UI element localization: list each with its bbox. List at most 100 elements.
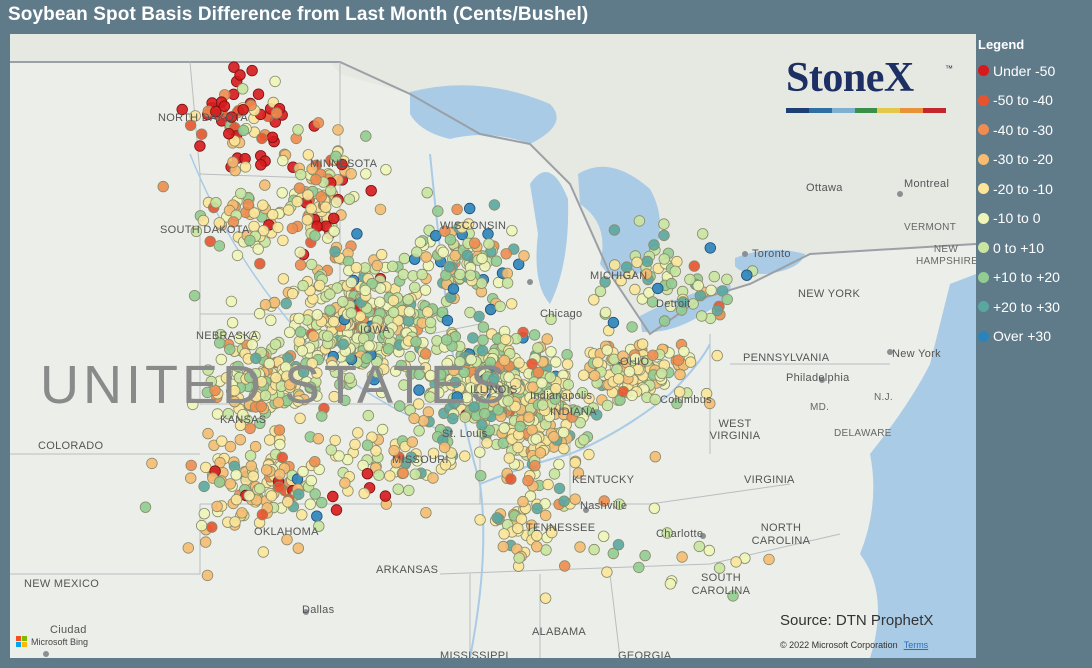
basis-point[interactable] [468,401,480,413]
basis-point[interactable] [599,306,612,319]
basis-point[interactable] [339,394,351,407]
basis-point[interactable] [225,295,238,308]
basis-point[interactable] [648,239,660,251]
basis-point[interactable] [374,296,386,308]
basis-point[interactable] [306,163,318,175]
basis-point[interactable] [539,592,552,604]
basis-point[interactable] [541,333,553,345]
basis-point[interactable] [639,549,651,562]
basis-point[interactable] [157,180,169,193]
basis-point[interactable] [427,447,440,460]
basis-point[interactable] [474,514,486,526]
basis-point[interactable] [444,233,457,246]
basis-point[interactable] [327,490,339,503]
basis-point[interactable] [373,469,385,481]
basis-point[interactable] [234,419,247,432]
basis-point[interactable] [257,199,269,211]
basis-point[interactable] [272,396,285,409]
basis-point[interactable] [259,389,272,402]
basis-point[interactable] [523,411,535,423]
basis-point[interactable] [631,256,643,269]
basis-point[interactable] [210,196,222,209]
basis-point[interactable] [545,313,557,326]
basis-point[interactable] [414,236,427,249]
basis-point[interactable] [199,536,212,548]
basis-point[interactable] [328,225,340,237]
basis-point[interactable] [598,530,610,543]
basis-point[interactable] [235,187,247,200]
basis-point[interactable] [464,269,477,282]
basis-point[interactable] [491,512,503,524]
basis-point[interactable] [517,495,529,508]
basis-point[interactable] [244,234,256,247]
basis-point[interactable] [636,338,649,350]
basis-point[interactable] [374,203,387,216]
basis-point[interactable] [665,277,678,290]
basis-point[interactable] [326,360,338,372]
basis-point[interactable] [447,412,459,425]
basis-point[interactable] [292,124,304,136]
basis-point[interactable] [741,269,753,281]
basis-point[interactable] [438,441,451,454]
basis-point[interactable] [226,317,239,329]
basis-point[interactable] [234,69,246,81]
basis-point[interactable] [188,290,201,302]
basis-point[interactable] [673,386,686,398]
basis-point[interactable] [601,566,613,578]
basis-point[interactable] [704,397,716,410]
basis-point[interactable] [684,273,696,286]
basis-point[interactable] [574,417,586,429]
basis-point[interactable] [629,352,642,365]
basis-point[interactable] [648,502,661,515]
basis-point[interactable] [708,270,721,283]
basis-point[interactable] [459,411,471,423]
basis-point[interactable] [763,553,775,566]
basis-point[interactable] [343,193,356,205]
basis-point[interactable] [253,482,266,495]
basis-point[interactable] [529,460,541,472]
basis-point[interactable] [293,488,305,500]
basis-point[interactable] [305,202,317,215]
basis-point[interactable] [305,258,318,271]
basis-point[interactable] [325,184,337,197]
basis-point[interactable] [274,438,286,451]
basis-point[interactable] [233,332,246,345]
basis-point[interactable] [333,450,345,462]
basis-point[interactable] [483,238,495,250]
basis-point[interactable] [559,560,571,572]
basis-point[interactable] [672,354,685,366]
basis-point[interactable] [349,438,361,451]
basis-point[interactable] [302,189,314,201]
basis-point[interactable] [721,273,733,286]
basis-point[interactable] [394,400,406,412]
basis-point[interactable] [269,338,282,351]
basis-point[interactable] [419,284,432,296]
basis-point[interactable] [492,404,505,416]
basis-point[interactable] [229,516,241,528]
basis-point[interactable] [228,396,241,408]
basis-point[interactable] [246,338,258,351]
basis-point[interactable] [705,284,717,296]
basis-point[interactable] [409,281,421,294]
basis-point[interactable] [255,159,267,171]
basis-point[interactable] [294,246,306,259]
basis-point[interactable] [476,345,489,357]
basis-point[interactable] [576,387,589,399]
basis-point[interactable] [424,391,436,403]
basis-point[interactable] [213,476,226,488]
basis-point[interactable] [449,376,462,389]
basis-point[interactable] [439,459,452,471]
basis-point[interactable] [248,220,260,233]
basis-point[interactable] [210,105,222,118]
basis-point[interactable] [224,440,237,453]
basis-point[interactable] [477,334,489,346]
basis-point[interactable] [328,390,340,403]
basis-point[interactable] [578,369,590,381]
basis-point[interactable] [382,327,395,339]
basis-point[interactable] [658,315,671,327]
basis-point[interactable] [324,288,336,300]
basis-point[interactable] [497,540,510,553]
basis-point[interactable] [430,229,442,242]
basis-point[interactable] [204,235,216,248]
basis-point[interactable] [498,354,511,367]
